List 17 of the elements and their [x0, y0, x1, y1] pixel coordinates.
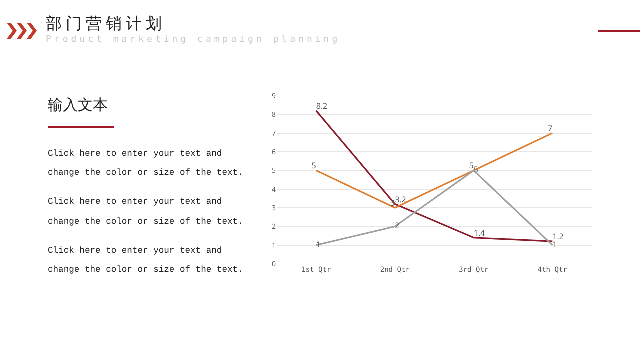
- text: Click here to enter your text and: [48, 196, 224, 210]
- data-label: 8.2: [316, 100, 328, 112]
- text: 输入文本: [48, 96, 108, 115]
- data-label: 3.2: [395, 194, 407, 206]
- data-label: 1.4: [474, 228, 486, 239]
- data-label: 2: [395, 220, 400, 232]
- text: Click here to enter your text and: [48, 148, 224, 161]
- data-label: 7: [548, 123, 554, 134]
- text: change the color or size of the text.: [48, 264, 244, 278]
- data-label: 5: [469, 160, 474, 172]
- text: 部门营销计划: [46, 14, 166, 35]
- line-series: [316, 110, 554, 242]
- text: change the color or size of the text.: [48, 216, 244, 229]
- text: change the color or size of the text.: [48, 167, 244, 180]
- data-label: 1: [316, 239, 321, 250]
- data-label: 5: [312, 160, 317, 172]
- text: Click here to enter your text and: [48, 244, 224, 258]
